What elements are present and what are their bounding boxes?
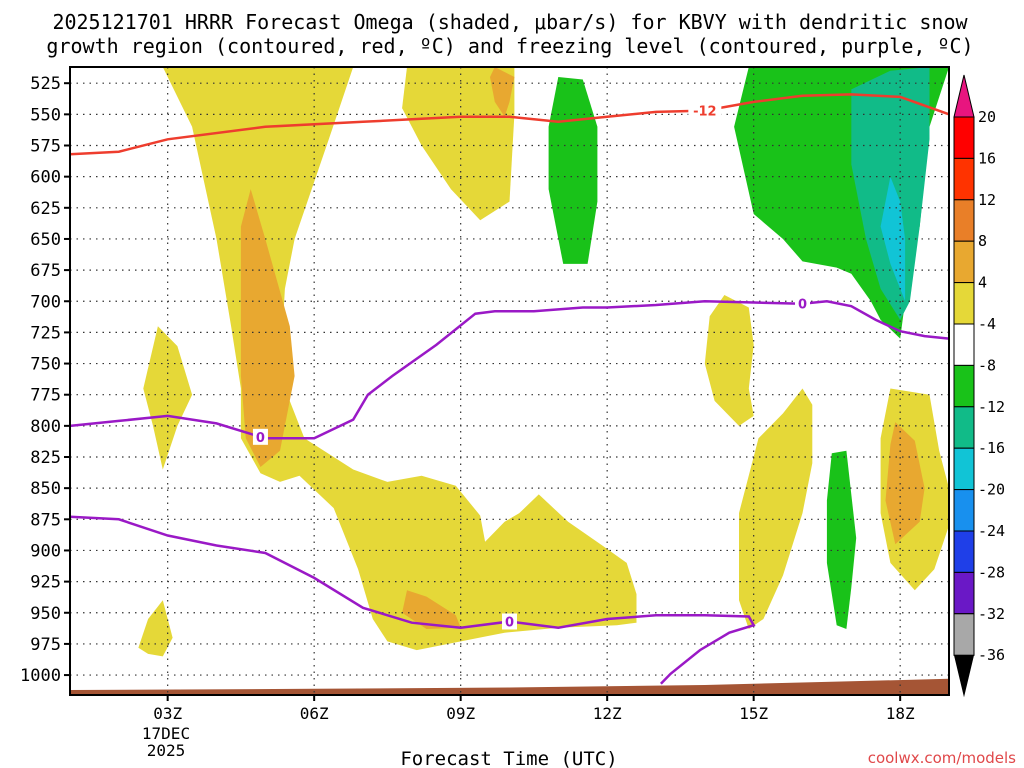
terrain-fill [70, 678, 949, 695]
omega-region-7 [240, 189, 295, 467]
colorbar-bottom-arrow [954, 655, 974, 698]
time-axis: 03Z 06Z 09Z 12Z 15Z 18Z [153, 695, 915, 723]
colorbar: 20 16 12 8 4 -4 -8 -12 -16 -20 -24 -28 -32 -36 [953, 74, 1005, 698]
colorbar-label-13: -36 [978, 646, 1005, 664]
plot-frame [69, 66, 950, 696]
omega-region-0 [162, 67, 637, 651]
grid-lines [70, 67, 949, 695]
colorbar-top-arrow [953, 74, 975, 118]
freezing-level-contour-0 [69, 300, 950, 440]
y-tick-775: 775 [30, 386, 61, 406]
colorbar-label-7: -12 [978, 398, 1005, 416]
colorbar-swatch-1 [953, 157, 975, 201]
colorbar-label-5: -4 [978, 315, 996, 333]
colorbar-label-0: 20 [978, 108, 996, 126]
x-tick-15Z: 15Z [739, 704, 768, 723]
freezing-level-label-0b: 0 [256, 431, 265, 446]
omega-region-8 [490, 67, 515, 117]
colorbar-swatch-9 [953, 489, 975, 532]
y-tick-800: 800 [30, 417, 61, 437]
y-tick-650: 650 [30, 230, 61, 250]
colorbar-label-12: -32 [978, 605, 1005, 623]
colorbar-swatch-7 [953, 406, 975, 449]
y-tick-1000: 1000 [20, 666, 61, 686]
colorbar-swatch-6 [953, 364, 975, 408]
y-tick-850: 850 [30, 479, 61, 499]
x-axis-title: Forecast Time (UTC) [400, 748, 617, 768]
freezing-level-contour-1 [69, 515, 756, 685]
omega-region-10 [885, 422, 925, 545]
colorbar-swatch-8 [953, 447, 975, 491]
y-tick-700: 700 [30, 292, 61, 312]
contour-lines: -12 0 0 0 [69, 93, 950, 685]
y-tick-925: 925 [30, 573, 61, 593]
colorbar-label-11: -28 [978, 563, 1005, 581]
y-tick-750: 750 [30, 355, 61, 375]
colorbar-swatch-0 [953, 116, 975, 159]
credit-link[interactable]: coolwx.com/models [868, 749, 1016, 767]
omega-region-15 [880, 176, 906, 302]
freezing-level-label-0-bg [795, 295, 810, 312]
x-tick-06Z: 06Z [300, 704, 329, 723]
x-tick-09Z: 09Z [446, 704, 475, 723]
y-tick-825: 825 [30, 448, 61, 468]
omega-region-1 [402, 67, 515, 221]
dgz-minus12-label-bg [688, 102, 722, 119]
y-tick-625: 625 [30, 199, 61, 219]
omega-region-11 [548, 77, 598, 264]
freezing-level-label-1: 0 [505, 615, 514, 630]
chart-title: 2025121701 HRRR Forecast Omega (shaded, … [46, 10, 973, 58]
freezing-level-label-1-bg [502, 613, 517, 630]
date-label: 17DEC 2025 [142, 724, 190, 760]
freezing-level-label-0: 0 [798, 298, 807, 313]
colorbar-label-1: 16 [978, 149, 996, 167]
omega-region-4 [704, 295, 754, 426]
y-tick-975: 975 [30, 635, 61, 655]
colorbar-label-6: -8 [978, 356, 996, 374]
colorbar-label-8: -16 [978, 439, 1005, 457]
colorbar-swatch-3 [953, 240, 975, 284]
colorbar-swatch-2 [953, 199, 975, 242]
colorbar-swatch-gray [953, 613, 975, 656]
colorbar-label-3: 8 [978, 232, 987, 250]
colorbar-swatch-4 [953, 282, 975, 325]
y-tick-525: 525 [30, 74, 61, 94]
omega-region-3 [138, 600, 173, 657]
colorbar-label-4: 4 [978, 274, 987, 292]
omega-shading [138, 67, 949, 657]
omega-region-9 [402, 590, 461, 629]
colorbar-swatch-5 [953, 323, 975, 366]
terrain-surface [70, 678, 949, 695]
x-tick-03Z: 03Z [153, 704, 182, 723]
colorbar-swatch-10 [953, 530, 975, 573]
y-tick-600: 600 [30, 168, 61, 188]
title-line-1: 2025121701 HRRR Forecast Omega (shaded, … [52, 10, 968, 34]
y-tick-675: 675 [30, 261, 61, 281]
pressure-axis: 525 550 575 600 625 650 675 700 725 750 775 800 825 8… [20, 74, 70, 686]
y-tick-550: 550 [30, 105, 61, 125]
date-label-day: 17DEC [142, 724, 190, 743]
omega-region-5 [739, 388, 813, 629]
x-tick-18Z: 18Z [886, 704, 915, 723]
colorbar-swatch-11 [953, 571, 975, 615]
colorbar-label-9: -20 [978, 481, 1005, 499]
y-tick-900: 900 [30, 541, 61, 561]
omega-region-2 [143, 326, 193, 470]
y-tick-875: 875 [30, 510, 61, 530]
colorbar-label-2: 12 [978, 191, 996, 209]
date-label-year: 2025 [147, 741, 186, 760]
omega-region-12 [826, 450, 857, 629]
dgz-minus12-label: -12 [693, 105, 717, 120]
freezing-level-label-0b-bg [252, 428, 268, 445]
x-tick-12Z: 12Z [593, 704, 622, 723]
colorbar-label-10: -24 [978, 522, 1005, 540]
y-tick-950: 950 [30, 604, 61, 624]
title-line-2: growth region (contoured, red, ºC) and f… [46, 34, 973, 58]
y-tick-725: 725 [30, 323, 61, 343]
y-tick-575: 575 [30, 137, 61, 157]
dgz-minus12-contour [69, 93, 950, 156]
